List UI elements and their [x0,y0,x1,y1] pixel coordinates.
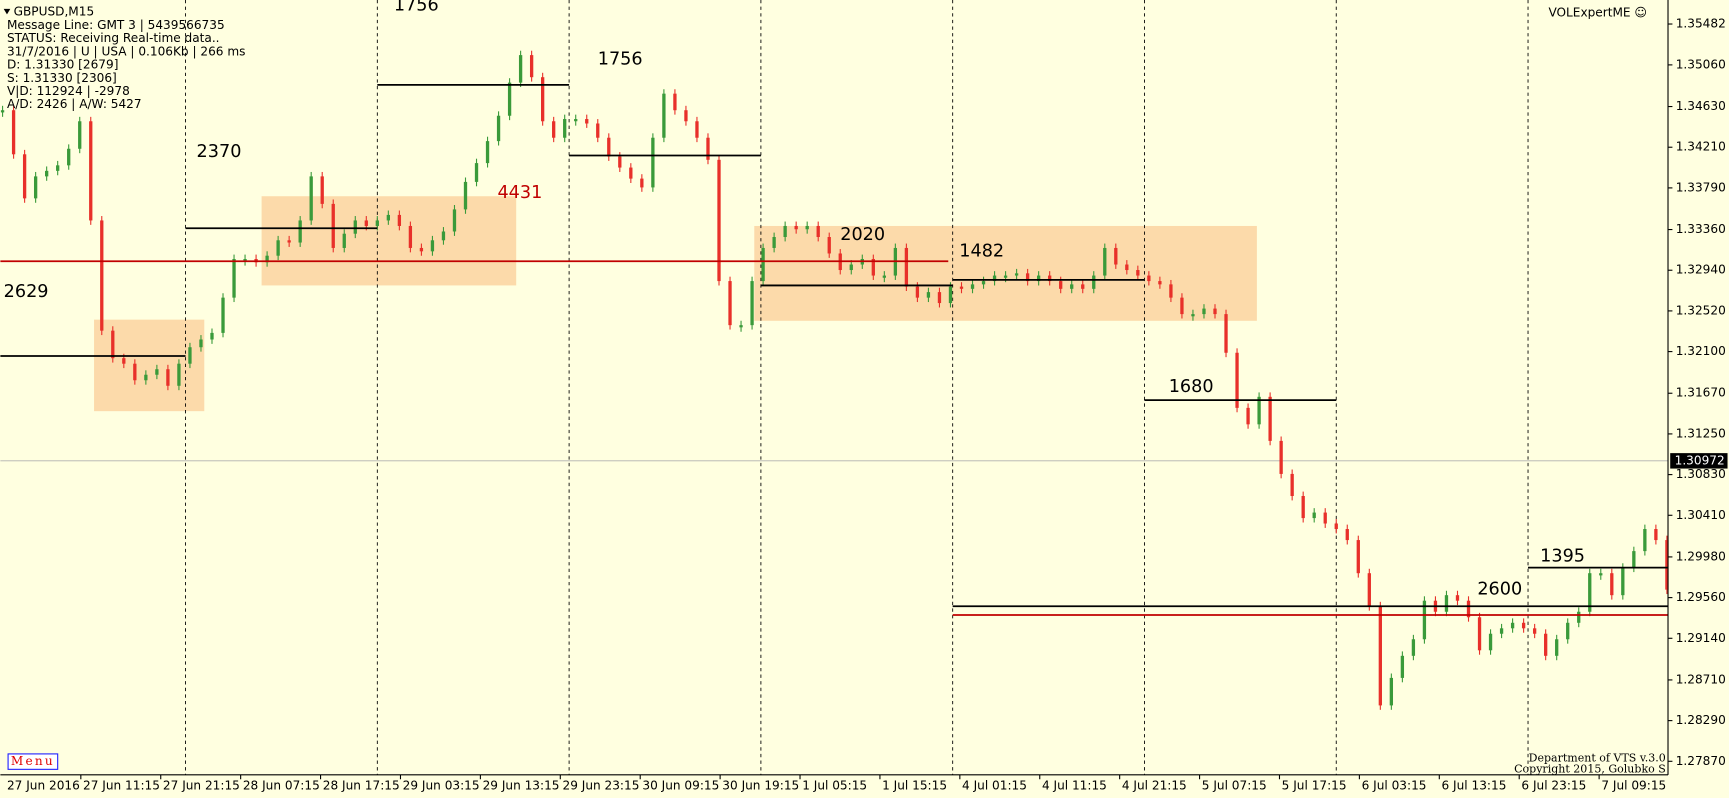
y-tick-label: 1.35482 [1676,17,1726,31]
layer-levels: 2629 2370 1756 1756 4431 2020 1482 1680 2600 1395 [0,0,1669,616]
x-tick-label: 6 Jul 13:15 [1442,778,1507,792]
x-tick-label: 30 Jun 09:15 [642,778,719,792]
x-tick-label: 27 Jun 2016 [7,778,80,792]
x-tick-label: 27 Jun 11:15 [83,778,160,792]
y-tick-label: 1.28290 [1676,713,1726,727]
x-tick-label: 4 Jul 21:15 [1122,778,1187,792]
y-tick-label: 1.29140 [1676,631,1726,645]
y-tick-label: 1.32100 [1676,344,1726,358]
x-tick-label: 4 Jul 01:15 [962,778,1027,792]
y-tick-label: 1.31670 [1676,386,1726,400]
y-tick-label: 1.32520 [1676,303,1726,317]
x-tick-label: 5 Jul 07:15 [1202,778,1267,792]
layer-candles [0,50,1669,710]
y-tick-label: 1.33790 [1676,180,1726,194]
info-line: 31/7/2016 | U | USA | 0.106Kb | 266 ms [7,44,245,58]
level-label: 1756 [598,50,643,70]
y-tick-label: 1.34630 [1676,99,1726,113]
info-line: S: 1.31330 [2306] [7,71,117,85]
x-tick-label: 6 Jul 03:15 [1362,778,1427,792]
level-label: 1680 [1169,377,1214,397]
menu-button[interactable] [7,753,59,770]
footer-line: Department of VTS v.3.0 [1529,751,1666,764]
x-tick-label: 1 Jul 15:15 [882,778,947,792]
x-tick-label: 1 Jul 05:15 [802,778,867,792]
indicator-name: VOLExpertME ☺ [1548,6,1647,20]
x-tick-label: 29 Jun 03:15 [403,778,480,792]
level-label: 2629 [4,282,49,302]
y-tick-label: 1.28710 [1676,672,1726,686]
y-tick-label: 1.34210 [1676,140,1726,154]
y-tick-label: 1.32940 [1676,263,1726,277]
level-label: 1482 [959,241,1004,261]
x-tick-label: 28 Jun 17:15 [323,778,400,792]
y-tick-label: 1.29980 [1676,549,1726,563]
info-line: STATUS: Receiving Real-time data.. [7,31,220,45]
x-tick-label: 5 Jul 17:15 [1282,778,1347,792]
level-label: 2370 [197,142,242,162]
x-tick-label: 27 Jun 21:15 [163,778,240,792]
level-label: 1395 [1540,547,1585,567]
layer-separators [0,0,1669,775]
y-tick-label: 1.27870 [1676,754,1726,768]
collapse-icon[interactable] [3,8,11,15]
info-line: A/D: 2426 | A/W: 5427 [7,97,142,111]
symbol-title: GBPUSD,M15 [14,5,95,19]
menu-label[interactable]: Menu [11,754,55,768]
info-line: D: 1.31330 [2679] [7,58,118,72]
level-label: 2020 [840,225,885,245]
level-label: 1756 [394,0,439,16]
x-tick-label: 29 Jun 13:15 [483,778,560,792]
info-line: V|D: 112924 | -2978 [7,84,130,98]
y-tick-label: 1.30410 [1676,508,1726,522]
x-tick-label: 4 Jul 11:15 [1042,778,1107,792]
current-price-box [1670,453,1728,469]
level-label: 2600 [1477,580,1522,600]
x-tick-label: 30 Jun 19:15 [722,778,799,792]
y-tick-label: 1.29560 [1676,590,1726,604]
footer-line: Copyright 2015, Golubko S [1514,762,1666,775]
info-line: Message Line: GMT 3 | 5439566735 [7,18,225,32]
level-label: 4431 [497,183,542,203]
x-tick-label: 29 Jun 23:15 [562,778,639,792]
y-tick-label: 1.30830 [1676,467,1726,481]
y-tick-label: 1.31250 [1676,426,1726,440]
y-tick-label: 1.33360 [1676,222,1726,236]
volume-zone [94,319,205,412]
x-tick-label: 6 Jul 23:15 [1521,778,1586,792]
current-price-label: 1.30972 [1675,453,1725,467]
x-tick-label: 28 Jun 07:15 [243,778,320,792]
y-tick-label: 1.35060 [1676,57,1726,71]
x-tick-label: 7 Jul 09:15 [1601,778,1666,792]
